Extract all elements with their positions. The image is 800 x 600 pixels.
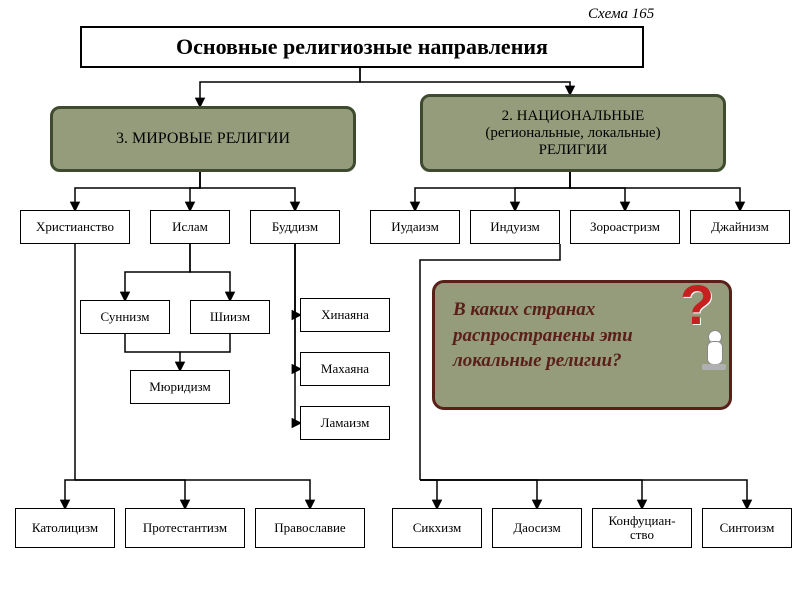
node-hinayana: Хинаяна	[300, 298, 390, 332]
category-national-religions: 2. НАЦИОНАЛЬНЫЕ (региональные, локальные…	[420, 94, 726, 172]
node-shiism: Шиизм	[190, 300, 270, 334]
node-zoroastrianism: Зороастризм	[570, 210, 680, 244]
category-national-line3: РЕЛИГИИ	[539, 142, 608, 159]
node-jainism: Джайнизм	[690, 210, 790, 244]
node-confucianism-l2: ство	[630, 528, 654, 542]
node-mahayana: Махаяна	[300, 352, 390, 386]
node-hinduism: Индуизм	[470, 210, 560, 244]
node-islam: Ислам	[150, 210, 230, 244]
question-callout-text: В каких странах распространены эти локал…	[453, 299, 633, 371]
scheme-label: Схема 165	[588, 6, 654, 23]
question-mark-icon: ?	[680, 272, 714, 337]
node-judaism: Иудаизм	[370, 210, 460, 244]
node-orthodoxy: Православие	[255, 508, 365, 548]
diagram-stage: Схема 165 Основные религиозные направлен…	[0, 0, 800, 600]
thinker-icon	[700, 330, 728, 374]
node-catholicism: Католицизм	[15, 508, 115, 548]
category-world-religions: 3. МИРОВЫЕ РЕЛИГИИ	[50, 106, 356, 172]
node-muridism: Мюридизм	[130, 370, 230, 404]
category-national-line1: 2. НАЦИОНАЛЬНЫЕ	[502, 108, 645, 125]
node-protestantism: Протестантизм	[125, 508, 245, 548]
node-sunnism: Суннизм	[80, 300, 170, 334]
node-confucianism-l1: Конфуциан-	[608, 514, 675, 528]
node-shintoism: Синтоизм	[702, 508, 792, 548]
node-sikhism: Сикхизм	[392, 508, 482, 548]
category-national-line2: (региональные, локальные)	[485, 125, 660, 142]
node-lamaism: Ламаизм	[300, 406, 390, 440]
node-confucianism: Конфуциан- ство	[592, 508, 692, 548]
title-box: Основные религиозные направления	[80, 26, 644, 68]
node-taoism: Даосизм	[492, 508, 582, 548]
node-christianity: Христианство	[20, 210, 130, 244]
node-buddhism: Буддизм	[250, 210, 340, 244]
category-world-label: 3. МИРОВЫЕ РЕЛИГИИ	[116, 130, 290, 148]
